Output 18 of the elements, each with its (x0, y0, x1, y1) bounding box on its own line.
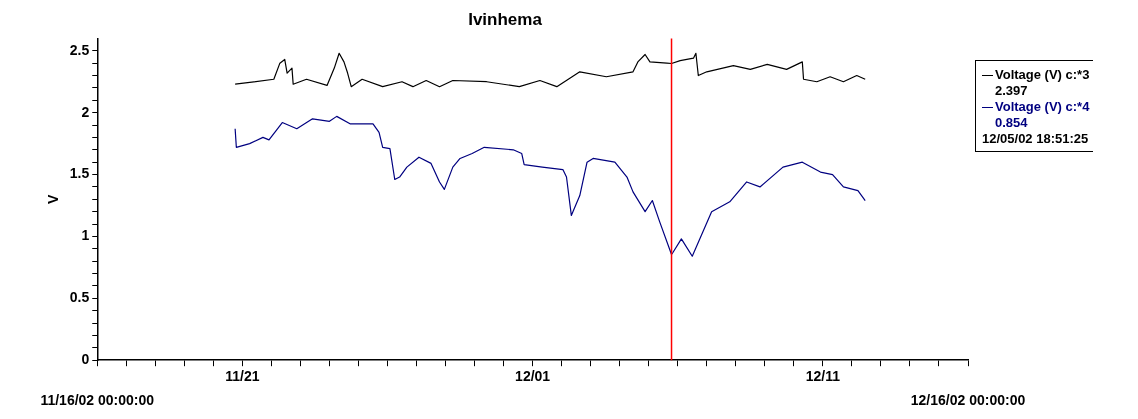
chart-title: Ivinhema (468, 9, 543, 29)
text: 2.397 (994, 83, 1029, 99)
x-tick-label: 12/11 (805, 368, 841, 385)
text: 0.854 (994, 115, 1029, 131)
y-tick-label: 0 (81, 351, 90, 368)
y-tick-label: 1 (81, 227, 90, 244)
text: 12/05/02 18:51:25 (982, 131, 1090, 147)
y-tick-label: 0.5 (69, 289, 90, 306)
legend-label: Voltage (V) c:*4 (994, 99, 1090, 115)
y-tick-label: 1.5 (69, 165, 90, 182)
legend-label: Voltage (V) c:*3 (994, 67, 1090, 83)
x-tick-label: 11/21 (225, 368, 260, 385)
y-axis-title: V (45, 193, 62, 204)
y-tick-label: 2 (81, 103, 90, 120)
text: 11/16/02 00:00:00 (40, 392, 155, 409)
y-tick-label: 2.5 (69, 41, 90, 58)
x-tick-label: 12/01 (515, 368, 551, 385)
text: 12/16/02 00:00:00 (910, 392, 1026, 409)
